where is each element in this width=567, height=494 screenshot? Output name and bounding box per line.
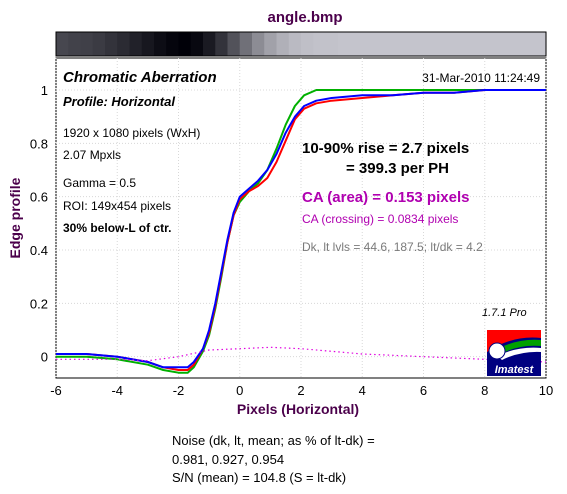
grayscale-step <box>448 32 461 56</box>
x-tick-labels: -6 -4 -2 0 2 4 6 8 10 <box>50 383 553 398</box>
grayscale-step <box>362 32 376 56</box>
x-tick-label: -2 <box>173 383 185 398</box>
dk-levels: Dk, lt lvls = 44.6, 187.5; lt/dk = 4.2 <box>302 240 483 254</box>
y-tick-label: 0.4 <box>30 243 48 258</box>
panel-subheading: Profile: Horizontal <box>63 94 175 109</box>
grayscale-bar <box>55 31 547 57</box>
version-label: 1.7.1 Pro <box>482 307 527 319</box>
ca-crossing: CA (crossing) = 0.0834 pixels <box>302 212 458 226</box>
y-tick-label: 0 <box>41 350 48 365</box>
grayscale-step <box>337 32 351 56</box>
grayscale-step <box>203 32 216 56</box>
grayscale-step <box>411 32 425 56</box>
grayscale-step <box>117 32 131 56</box>
series-line-3 <box>56 346 547 363</box>
grayscale-step <box>68 32 82 56</box>
grayscale-step <box>178 32 192 56</box>
logo-text: Imatest <box>495 364 535 376</box>
grayscale-step <box>105 32 118 56</box>
grayscale-step <box>92 32 106 56</box>
chart-title: angle.bmp <box>267 9 342 26</box>
ca-area: CA (area) = 0.153 pixels <box>302 189 469 206</box>
grayscale-step <box>276 32 290 56</box>
y-tick-labels: 0 0.2 0.4 0.6 0.8 1 <box>30 83 48 365</box>
grayscale-step <box>484 32 498 56</box>
grayscale-step <box>288 32 302 56</box>
grayscale-step <box>472 32 486 56</box>
imatest-logo: Imatest <box>487 330 541 376</box>
info-line: 2.07 Mpxls <box>63 148 121 162</box>
grayscale-bar-border <box>55 31 547 57</box>
roi-location: 30% below-L of ctr. <box>63 221 171 235</box>
x-tick-label: -4 <box>111 383 123 398</box>
x-tick-label: 10 <box>539 383 553 398</box>
grayscale-step <box>301 32 314 56</box>
noise-line-3: S/N (mean) = 104.8 (S = lt-dk) <box>172 470 346 485</box>
grayscale-step <box>129 32 143 56</box>
grayscale-step <box>227 32 241 56</box>
grayscale-step <box>325 32 339 56</box>
x-tick-label: 4 <box>359 383 366 398</box>
series-line-2 <box>56 89 546 369</box>
x-tick-label: 2 <box>297 383 304 398</box>
grayscale-step <box>435 32 449 56</box>
noise-line-2: 0.981, 0.927, 0.954 <box>172 452 284 467</box>
y-tick-label: 1 <box>41 83 48 98</box>
grayscale-step <box>80 32 94 56</box>
y-axis-label: Edge profile <box>7 177 23 258</box>
grayscale-step <box>350 32 363 56</box>
panel-heading: Chromatic Aberration <box>63 69 217 86</box>
grayscale-step <box>215 32 229 56</box>
x-axis-label: Pixels (Horizontal) <box>237 401 359 417</box>
noise-line-1: Noise (dk, lt, mean; as % of lt-dk) = <box>172 433 375 448</box>
grayscale-step <box>533 32 547 56</box>
x-tick-label: -6 <box>50 383 62 398</box>
grayscale-step <box>509 32 523 56</box>
grayscale-step <box>386 32 400 56</box>
grayscale-step <box>264 32 278 56</box>
x-tick-label: 6 <box>420 383 427 398</box>
info-line: Gamma = 0.5 <box>63 176 136 190</box>
grayscale-step <box>154 32 167 56</box>
grayscale-step <box>423 32 437 56</box>
grayscale-step <box>497 32 510 56</box>
grayscale-step <box>460 32 474 56</box>
grayscale-step <box>141 32 155 56</box>
y-tick-label: 0.6 <box>30 190 48 205</box>
x-tick-label: 8 <box>481 383 488 398</box>
info-line: ROI: 149x454 pixels <box>63 199 171 213</box>
grayscale-step <box>313 32 327 56</box>
grayscale-step <box>166 32 180 56</box>
grayscale-step <box>521 32 535 56</box>
y-tick-label: 0.8 <box>30 136 48 151</box>
timestamp: 31-Mar-2010 11:24:49 <box>422 71 540 85</box>
info-line: 1920 x 1080 pixels (WxH) <box>63 126 200 140</box>
grayscale-step <box>239 32 253 56</box>
y-tick-label: 0.2 <box>30 296 48 311</box>
grayscale-step <box>399 32 412 56</box>
grayscale-step <box>374 32 388 56</box>
rise-line-1: 10-90% rise = 2.7 pixels <box>302 140 469 157</box>
x-tick-label: 0 <box>236 383 243 398</box>
grayscale-step <box>252 32 265 56</box>
grayscale-step <box>56 32 69 56</box>
series-lines <box>56 89 547 374</box>
grayscale-step <box>190 32 204 56</box>
rise-line-2: = 399.3 per PH <box>346 160 449 177</box>
